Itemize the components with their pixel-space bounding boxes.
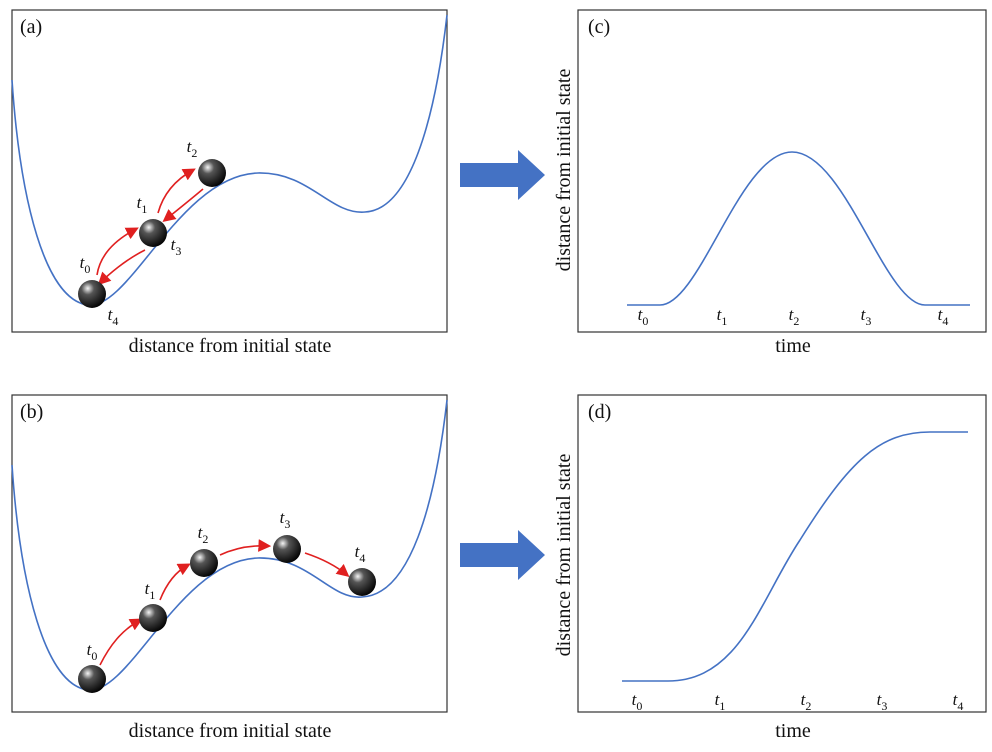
ball bbox=[139, 604, 167, 632]
time-label: t0 bbox=[87, 640, 98, 663]
time-label-sub: 3 bbox=[865, 314, 871, 328]
time-label-base: t bbox=[355, 542, 361, 561]
time-label: t0 bbox=[638, 305, 649, 328]
motion-arrow bbox=[99, 618, 143, 666]
time-label-sub: 1 bbox=[721, 314, 727, 328]
panel-c-frame bbox=[577, 9, 987, 333]
panel-label: (b) bbox=[20, 401, 43, 423]
time-label-sub: 4 bbox=[112, 314, 118, 328]
time-label-base: t bbox=[877, 690, 883, 709]
time-label-base: t bbox=[171, 235, 177, 254]
ball bbox=[198, 159, 226, 187]
time-label: t4 bbox=[953, 690, 964, 713]
time-label-sub: 2 bbox=[202, 532, 208, 546]
time-label-sub: 0 bbox=[91, 649, 97, 663]
y-axis-label: distance from initial state bbox=[553, 69, 575, 272]
time-label-sub: 3 bbox=[284, 517, 290, 531]
panel-label: (d) bbox=[588, 401, 611, 423]
time-label-base: t bbox=[87, 640, 93, 659]
potential-curve bbox=[11, 14, 448, 306]
x-axis-label: time bbox=[775, 720, 811, 742]
time-label-sub: 1 bbox=[149, 588, 155, 602]
time-label-base: t bbox=[187, 137, 193, 156]
trajectory-curve bbox=[627, 151, 970, 306]
ball bbox=[78, 665, 106, 693]
time-label-sub: 4 bbox=[359, 551, 365, 565]
motion-arrow bbox=[97, 249, 146, 286]
time-label-sub: 1 bbox=[719, 699, 725, 713]
time-label-base: t bbox=[198, 523, 204, 542]
time-label-base: t bbox=[108, 305, 114, 324]
time-label-sub: 4 bbox=[957, 699, 963, 713]
x-axis-label: distance from initial state bbox=[129, 720, 332, 742]
balls bbox=[78, 159, 376, 693]
time-label-base: t bbox=[638, 305, 644, 324]
time-label-sub: 3 bbox=[175, 244, 181, 258]
time-label: t4 bbox=[108, 305, 119, 328]
time-label: t0 bbox=[632, 690, 643, 713]
ball bbox=[78, 280, 106, 308]
time-label: t3 bbox=[171, 235, 182, 258]
time-label: t3 bbox=[861, 305, 872, 328]
panel-label: (c) bbox=[588, 16, 610, 38]
y-axis-label: distance from initial state bbox=[553, 454, 575, 657]
motion-arrow bbox=[96, 227, 139, 276]
time-label: t3 bbox=[280, 508, 291, 531]
time-label-sub: 2 bbox=[793, 314, 799, 328]
time-label-sub: 4 bbox=[942, 314, 948, 328]
ball bbox=[190, 549, 218, 577]
potential-curve bbox=[11, 399, 448, 691]
ball bbox=[139, 219, 167, 247]
time-label-sub: 0 bbox=[636, 699, 642, 713]
time-label-base: t bbox=[80, 253, 86, 272]
time-label-sub: 2 bbox=[191, 146, 197, 160]
time-label: t2 bbox=[789, 305, 800, 328]
motion-arrow bbox=[157, 168, 196, 214]
time-label: t4 bbox=[355, 542, 366, 565]
panel-d-frame bbox=[577, 394, 987, 713]
time-label-base: t bbox=[137, 193, 143, 212]
time-label-sub: 2 bbox=[805, 699, 811, 713]
panel-a-frame bbox=[11, 9, 448, 333]
block-arrow bbox=[460, 150, 545, 200]
time-label-sub: 0 bbox=[84, 262, 90, 276]
time-label-base: t bbox=[717, 305, 723, 324]
time-label: t4 bbox=[938, 305, 949, 328]
time-label: t2 bbox=[801, 690, 812, 713]
time-label-sub: 3 bbox=[881, 699, 887, 713]
ball bbox=[348, 568, 376, 596]
ball bbox=[273, 535, 301, 563]
time-label-base: t bbox=[280, 508, 286, 527]
time-label-base: t bbox=[632, 690, 638, 709]
time-label: t0 bbox=[80, 253, 91, 276]
motion-arrow bbox=[159, 563, 191, 601]
time-label-base: t bbox=[789, 305, 795, 324]
motion-arrow bbox=[219, 539, 272, 556]
x-axis-label: distance from initial state bbox=[129, 335, 332, 357]
time-label-base: t bbox=[938, 305, 944, 324]
panel-label: (a) bbox=[20, 16, 42, 38]
time-label-base: t bbox=[953, 690, 959, 709]
time-label-base: t bbox=[715, 690, 721, 709]
time-label: t1 bbox=[715, 690, 726, 713]
x-axis-label: time bbox=[775, 335, 811, 357]
time-label: t1 bbox=[145, 579, 156, 602]
time-label-base: t bbox=[145, 579, 151, 598]
block-arrow bbox=[460, 530, 545, 580]
time-label: t1 bbox=[717, 305, 728, 328]
time-label-sub: 1 bbox=[141, 202, 147, 216]
motion-arrow bbox=[162, 188, 204, 222]
trajectory-curve bbox=[622, 431, 968, 682]
time-label-sub: 0 bbox=[642, 314, 648, 328]
time-label: t2 bbox=[198, 523, 209, 546]
time-label-base: t bbox=[801, 690, 807, 709]
time-label: t1 bbox=[137, 193, 148, 216]
time-label-base: t bbox=[861, 305, 867, 324]
panel-b-frame bbox=[11, 394, 448, 713]
time-label: t2 bbox=[187, 137, 198, 160]
motion-arrow bbox=[304, 552, 350, 578]
time-label: t3 bbox=[877, 690, 888, 713]
